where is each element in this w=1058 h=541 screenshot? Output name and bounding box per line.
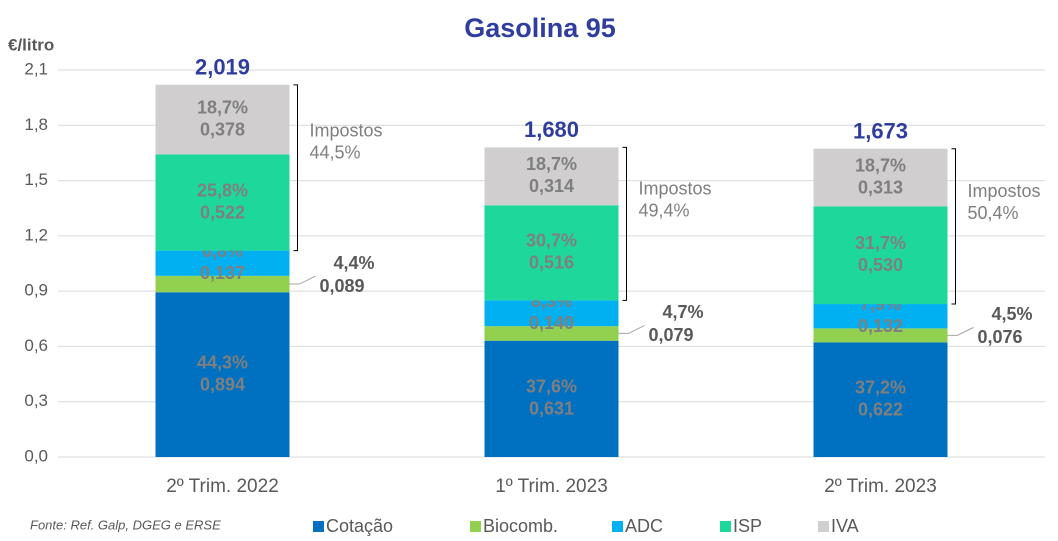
- bar-segment: [155, 250, 290, 276]
- share-label: 37,6%: [526, 377, 577, 397]
- share-label: 44,3%: [197, 352, 248, 372]
- tax-label: Impostos: [639, 179, 712, 199]
- bar-segment: [484, 205, 619, 301]
- share-label: 37,2%: [855, 377, 906, 397]
- bar-segment: [155, 84, 290, 155]
- y-tick-label: 0,6: [24, 336, 48, 355]
- legend-swatch: [470, 521, 481, 532]
- legend-label: ADC: [625, 516, 663, 536]
- value-label: 0,378: [200, 119, 245, 139]
- legend-label: IVA: [831, 516, 859, 536]
- value-label: 0,622: [858, 399, 903, 419]
- legend-label: ISP: [733, 516, 762, 536]
- bracket: [951, 148, 956, 305]
- value-label: 0,894: [200, 374, 245, 394]
- value-label: 0,089: [320, 276, 365, 296]
- bar-segment: [155, 275, 290, 293]
- tax-label: Impostos: [968, 181, 1041, 201]
- x-tick-label: 2º Trim. 2023: [824, 476, 937, 497]
- bar-segment: [484, 340, 619, 457]
- bar-segment: [484, 147, 619, 206]
- bracket: [622, 146, 627, 301]
- share-label: 4,4%: [334, 253, 375, 273]
- legend-swatch: [818, 521, 829, 532]
- value-label: 0,140: [529, 313, 574, 333]
- y-tick-label: 1,5: [24, 170, 48, 189]
- tax-share-label: 44,5%: [310, 143, 361, 163]
- x-tick-label: 1º Trim. 2023: [495, 476, 608, 497]
- y-tick-label: 0,0: [24, 446, 48, 465]
- tax-share-label: 50,4%: [968, 203, 1019, 223]
- y-tick-label: 0,9: [24, 281, 48, 300]
- leader-line: [947, 326, 974, 336]
- bracket: [293, 84, 298, 252]
- total-label: 1,673: [853, 119, 908, 144]
- bar-segment: [813, 328, 948, 343]
- chart-title: Gasolina 95: [464, 13, 616, 43]
- y-axis-label: €/litro: [8, 35, 54, 54]
- tax-label: Impostos: [310, 121, 383, 141]
- legend-swatch: [313, 521, 324, 532]
- bar-segment: [813, 206, 948, 305]
- y-tick-label: 0,3: [24, 391, 48, 410]
- share-label: 18,7%: [855, 155, 906, 175]
- y-tick-label: 1,8: [24, 115, 48, 134]
- bar-segment: [813, 304, 948, 329]
- source: Fonte: Ref. Galp, DGEG e ERSE: [30, 517, 221, 532]
- share-label: 18,7%: [526, 154, 577, 174]
- x-tick-label: 2º Trim. 2022: [166, 476, 279, 497]
- bar-segment: [484, 326, 619, 341]
- legend-swatch: [720, 521, 731, 532]
- value-label: 0,530: [858, 255, 903, 275]
- legend-swatch: [612, 521, 623, 532]
- share-label: 31,7%: [855, 233, 906, 253]
- share-label: 4,7%: [663, 302, 704, 322]
- value-label: 0,076: [978, 327, 1023, 347]
- share-label: 30,7%: [526, 231, 577, 251]
- y-tick-label: 2,1: [24, 59, 48, 78]
- value-label: 0,137: [200, 263, 245, 283]
- leader-line: [618, 324, 645, 334]
- y-tick-label: 1,2: [24, 225, 48, 244]
- value-label: 0,516: [529, 253, 574, 273]
- bar-segment: [155, 292, 290, 457]
- bar-segment: [813, 342, 948, 457]
- share-label: 25,8%: [197, 180, 248, 200]
- total-label: 1,680: [524, 117, 579, 142]
- value-label: 0,314: [529, 176, 574, 196]
- bar-segment: [155, 154, 290, 251]
- tax-share-label: 49,4%: [639, 201, 690, 221]
- share-label: 18,7%: [197, 97, 248, 117]
- leader-line: [289, 275, 316, 285]
- total-label: 2,019: [195, 55, 250, 80]
- value-label: 0,631: [529, 399, 574, 419]
- legend-label: Biocomb.: [483, 516, 558, 536]
- bar-segment: [484, 300, 619, 327]
- value-label: 0,522: [200, 202, 245, 222]
- share-label: 4,5%: [992, 304, 1033, 324]
- value-label: 0,079: [649, 325, 694, 345]
- legend-label: Cotação: [326, 516, 393, 536]
- value-label: 0,313: [858, 177, 903, 197]
- bar-segment: [813, 148, 948, 207]
- value-label: 0,132: [858, 316, 903, 336]
